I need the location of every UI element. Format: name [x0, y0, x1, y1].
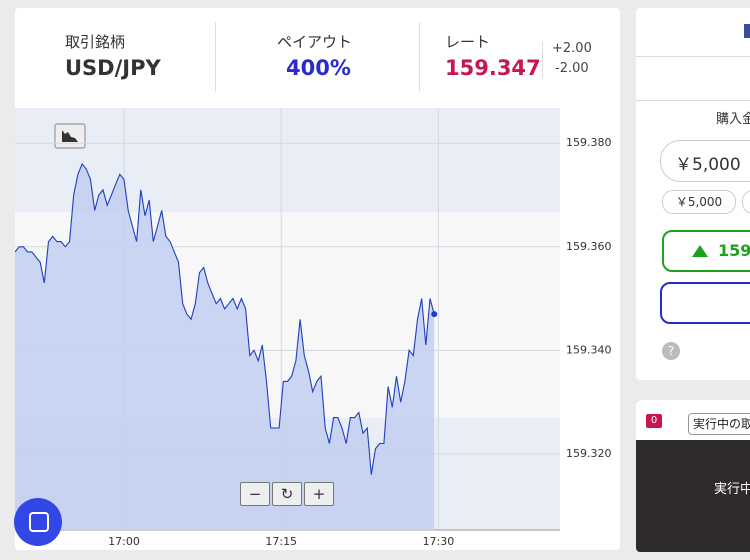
preset-button[interactable]: ￥5,000: [662, 190, 736, 214]
divider: [636, 100, 750, 101]
spread-up: +2.00: [552, 41, 592, 56]
preset-button[interactable]: [742, 190, 750, 214]
symbol-label: 取引銘柄: [65, 33, 126, 51]
chat-icon: [29, 512, 49, 532]
rate: 159.347: [445, 56, 541, 80]
x-tick-label: 17:00: [108, 535, 140, 548]
rate-label: レート: [445, 33, 491, 51]
spread-down: -2.00: [555, 61, 589, 76]
price-line: [15, 162, 435, 475]
y-tick-label: 159.340: [566, 343, 612, 356]
up-arrow: [692, 245, 708, 257]
x-tick-label: 17:15: [265, 535, 297, 548]
current-price-dot: [431, 311, 438, 318]
chart-type-icon: [62, 130, 78, 142]
amount-input[interactable]: ￥5,000: [660, 140, 750, 182]
x-tick-label: 17:30: [423, 535, 455, 548]
divider: [419, 22, 420, 92]
purchase-card: 購入金 ￥5,000 ￥5,000 159. ?: [636, 8, 750, 380]
symbol: USD/JPY: [65, 56, 161, 80]
divider: [215, 22, 216, 92]
divider: [542, 42, 543, 78]
y-tick-label: 159.380: [566, 136, 612, 149]
amount-label: 購入金: [716, 112, 750, 127]
high-button[interactable]: 159.: [662, 230, 750, 272]
zoom-in[interactable]: +: [304, 482, 334, 506]
trade-count: 0: [646, 414, 662, 428]
chart: 159.320 159.340 159.360 159.380 17:00 17:15 17…: [15, 108, 612, 548]
chat-button[interactable]: [14, 498, 62, 546]
flag-icon: [744, 24, 750, 38]
payout-label: ペイアウト: [277, 33, 353, 51]
payout: 400%: [286, 56, 351, 80]
y-tick-label: 159.320: [566, 447, 612, 460]
trades-status: 実行中: [714, 482, 750, 497]
help-icon[interactable]: ?: [662, 342, 680, 360]
amount: ￥5,000: [675, 155, 741, 175]
zoom-reset[interactable]: ↻: [272, 482, 302, 506]
high-price: 159.: [718, 241, 750, 260]
divider: [636, 56, 750, 57]
trades-title[interactable]: 実行中の取: [688, 413, 750, 435]
low-button[interactable]: [660, 282, 750, 324]
trades-panel: 0 実行中の取 実行中: [636, 400, 750, 552]
zoom-out[interactable]: −: [240, 482, 270, 506]
y-tick-label: 159.360: [566, 240, 612, 253]
area-fill: [15, 163, 435, 530]
